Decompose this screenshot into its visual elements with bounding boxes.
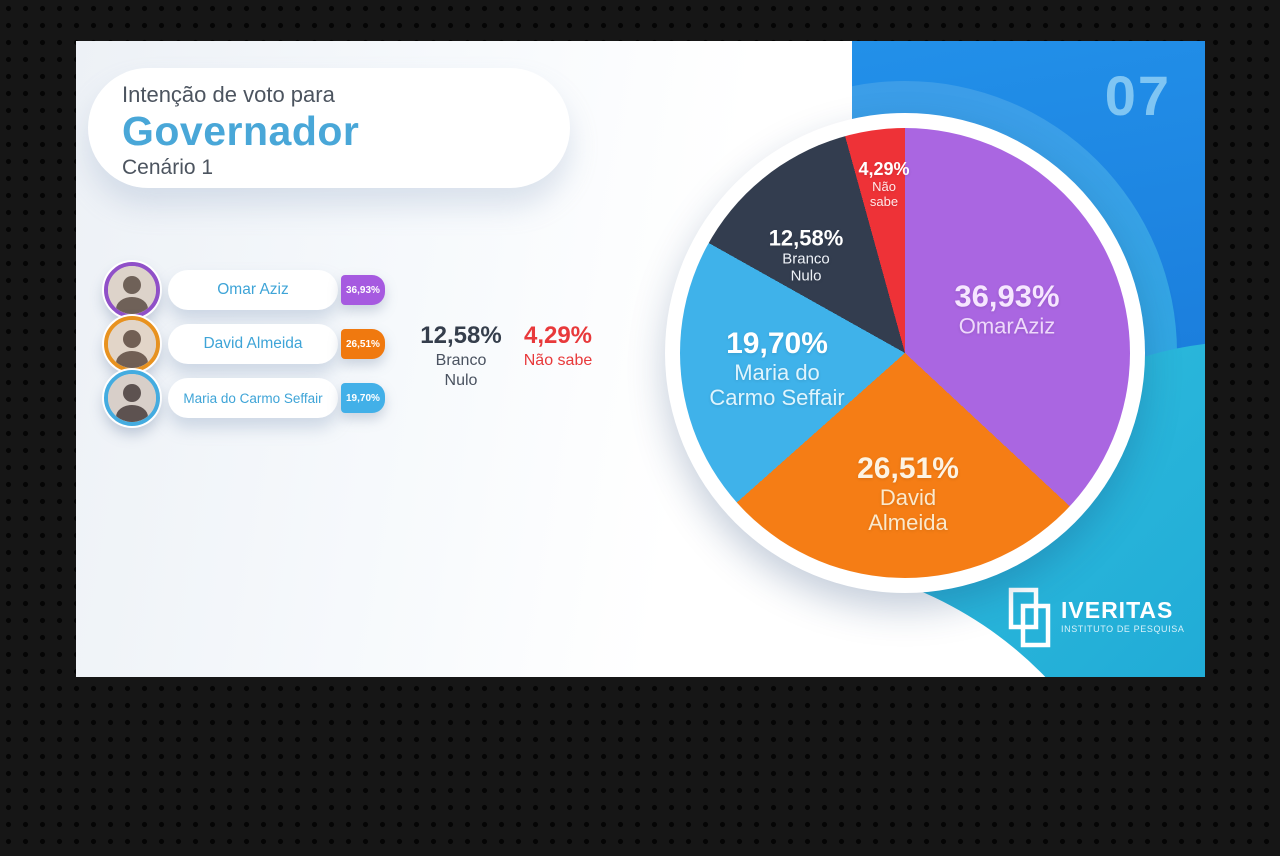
pie-label-name: Maria do [734,360,820,386]
title-scenario: Cenário 1 [122,156,214,180]
candidate-name-pill: Maria do Carmo Seffair [168,378,338,418]
pie-label-name: David [879,485,937,511]
note-label-line: Nulo [444,372,478,389]
pie-label-omar-aziz: 36,93% OmarAziz [954,278,1060,339]
candidate-avatar [104,262,160,318]
pie-label-nao-sabe: 4,29% Não sabe [858,159,910,210]
slide-page-number: 07 [1104,64,1171,127]
candidate-avatar [104,370,160,426]
person-photo-icon [108,374,156,422]
pie-label-value: 4,29% [858,159,910,180]
pie-label-value: 26,51% [857,452,959,486]
logo-tagline: INSTITUTO DE PESQUISA [1061,624,1185,634]
note-value: 12,58% [420,322,502,349]
candidate-row-omar-aziz: Omar Aziz 36,93% [104,262,385,318]
title-card: Intenção de voto para Governador Cenário… [88,68,570,188]
pie-label-name: Não [872,178,896,194]
pie-label-name: Almeida [868,510,948,536]
logo-brand: IVERITAS [1061,597,1174,623]
pie-label-david-almeida: 26,51% David Almeida [857,452,959,536]
title-kicker: Intenção de voto para [122,82,335,107]
note-nao-sabe: 4,29% Não sabe [524,321,593,371]
candidate-avatar [104,316,160,372]
institute-logo: IVERITAS INSTITUTO DE PESQUISA [1008,587,1184,649]
poll-slide: Intenção de voto para Governador Cenário… [76,41,1205,677]
pie-label-value: 19,70% [726,327,828,361]
pie-label-maria-do-carmo-seffair: 19,70% Maria do Carmo Seffair [709,327,844,411]
candidate-name: Omar Aziz [217,281,289,298]
candidate-name-pill: Omar Aziz [168,270,338,310]
pie-label-name: Nulo [790,268,822,286]
candidate-name-pill: David Almeida [168,324,338,364]
note-value: 4,29% [523,322,593,349]
candidate-name: David Almeida [203,335,303,352]
pie-label-branco-nulo: 12,58% Branco Nulo [768,225,844,286]
person-photo-icon [108,266,156,314]
candidate-row-david-almeida: David Almeida 26,51% [104,316,385,372]
candidate-row-maria-do-carmo-seffair: Maria do Carmo Seffair 19,70% [104,370,385,426]
pie-label-value: 12,58% [768,225,844,251]
note-branco-nulo: 12,58% Branco Nulo [420,321,501,391]
pie-label-name: OmarAziz [958,313,1056,339]
pie-label-value: 36,93% [954,278,1060,314]
person-photo-icon [108,320,156,368]
page-title: Governador [122,108,360,154]
pie-label-name: Carmo Seffair [709,385,845,411]
note-label-line: Branco [435,352,487,369]
candidate-value-badge: 26,51% [341,329,385,359]
candidate-name: Maria do Carmo Seffair [183,390,323,406]
logo-text: IVERITAS INSTITUTO DE PESQUISA [1061,597,1185,635]
pie-slices [680,128,1130,578]
candidate-value-badge: 36,93% [341,275,385,305]
overlapping-frames-icon [1008,587,1052,649]
pie-label-name: Branco [782,250,830,268]
candidate-value-badge: 19,70% [341,383,385,413]
pie-label-name: sabe [869,193,899,209]
pie-chart: 36,93% OmarAziz 26,51% David Almeida 19,… [665,113,1145,593]
note-label-line: Não sabe [523,352,593,369]
